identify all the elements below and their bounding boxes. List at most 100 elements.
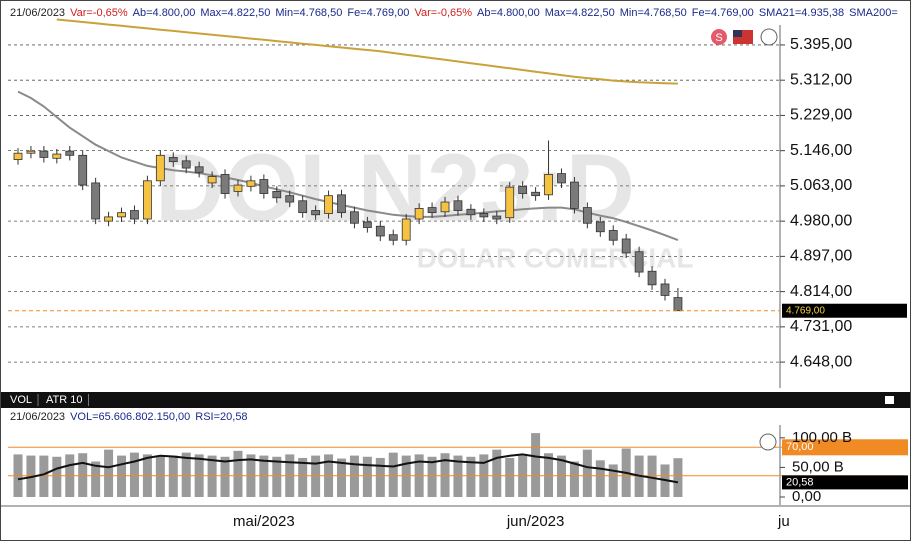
candle-body [388,234,398,241]
y-tick-label: 4.731,00 [790,318,852,335]
volume-bar [362,456,372,497]
volume-bar [39,455,49,497]
candle-body [311,210,321,216]
x-tick-label: jun/2023 [506,513,565,530]
panel-tab[interactable]: ATR 10 [46,394,82,406]
panel-maximize[interactable] [885,396,894,404]
header-item: 21/06/2023 [10,7,65,19]
volume-bar [220,456,230,497]
candle-body [13,152,23,160]
header-item: Ab=4.800,00 [133,7,196,19]
candle-body [673,297,683,312]
candle-body [207,176,217,184]
candle-body [26,150,36,154]
candle-body [324,195,333,214]
rsi-level-tag [782,439,908,456]
header-item: SMA21=4.935,38 [759,7,844,19]
volume-bar [311,455,321,497]
header-item: SMA200= [849,7,898,19]
volume-bar [104,449,114,497]
candle-body [39,150,49,158]
candle-body [621,238,631,254]
volume-bar [91,461,101,497]
x-tick-label: mai/2023 [233,513,295,530]
icon-s[interactable] [711,29,727,45]
candle-body [518,185,528,194]
volume-bar [388,452,398,497]
volume-bar [595,460,605,497]
volume-bar [207,455,217,497]
volume-bar [401,455,411,497]
volume-bar [647,455,657,497]
volume-bar [78,453,88,497]
candle-body [220,174,230,194]
candle-body [595,221,605,233]
volume-bar [673,458,683,497]
header-item: VOL=65.606.802.150,00 [70,411,190,423]
volume-bar [466,456,476,497]
volume-bar [337,458,346,497]
icon-more[interactable] [760,28,778,46]
y-tick-label: 5.395,00 [790,36,852,53]
panel-tabbar [1,392,910,408]
icon-more-lower[interactable] [759,433,777,451]
candle-body [582,207,592,224]
volume-bar [168,455,178,497]
volume-bar [608,464,618,497]
volume-bar [556,455,566,497]
header-item: Var=-0,65% [70,7,128,19]
volume-bar [129,452,139,497]
volume-bar [298,457,308,497]
candle-body [52,153,62,159]
volume-bar [259,455,269,497]
header-item: Fe=4.769,00 [347,7,409,19]
last-price-tag [782,303,907,318]
y-tick-label: 5.229,00 [790,107,852,124]
header-item: RSI=20,58 [195,411,247,423]
y-tick-label: 4.648,00 [790,353,852,370]
y-tick-label: 5.312,00 [790,71,852,88]
y-tick-label: 4.814,00 [790,283,852,300]
candle-body [414,208,424,220]
last-price-label: 4.769,00 [786,305,825,316]
panel-tab[interactable]: VOL [10,394,32,406]
volume-bar [272,456,282,497]
icon-flag-canton [733,30,742,37]
candle-body [401,218,411,241]
header-item: Min=4.768,50 [620,7,687,19]
candle-body [142,180,152,220]
volume-bar [518,455,528,497]
candle-body [544,174,553,196]
y-tick-label: 4.897,00 [790,248,852,265]
candle-body [660,283,670,296]
candle-body [557,173,566,184]
rsi-last-label: 20,58 [786,476,814,488]
y-tick-label: 50,00 B [792,458,844,475]
candle-body [608,230,618,241]
rsi-last-tag [782,475,908,490]
candle-body [479,213,489,218]
candle-body [285,195,295,203]
rsi-level-label: 70,00 [786,441,814,453]
candle-body [466,208,476,216]
candle-body [427,207,437,214]
candle-body [194,166,204,173]
toolbar-icons: S [711,28,778,451]
volume-bar [427,456,437,497]
candle-body [375,225,385,237]
candle-body [233,184,243,192]
candle-body [350,211,359,224]
candle-body [531,191,540,197]
candle-body [337,194,346,214]
volume-bar [375,457,385,497]
candle-body [78,154,88,186]
candle-body [155,154,165,182]
volume-bar [440,453,450,497]
volume-bar [181,452,191,497]
rsi-line [17,453,679,484]
x-tick-label: ju [777,513,790,530]
volume-bar [155,456,165,497]
candle-body [505,186,515,219]
